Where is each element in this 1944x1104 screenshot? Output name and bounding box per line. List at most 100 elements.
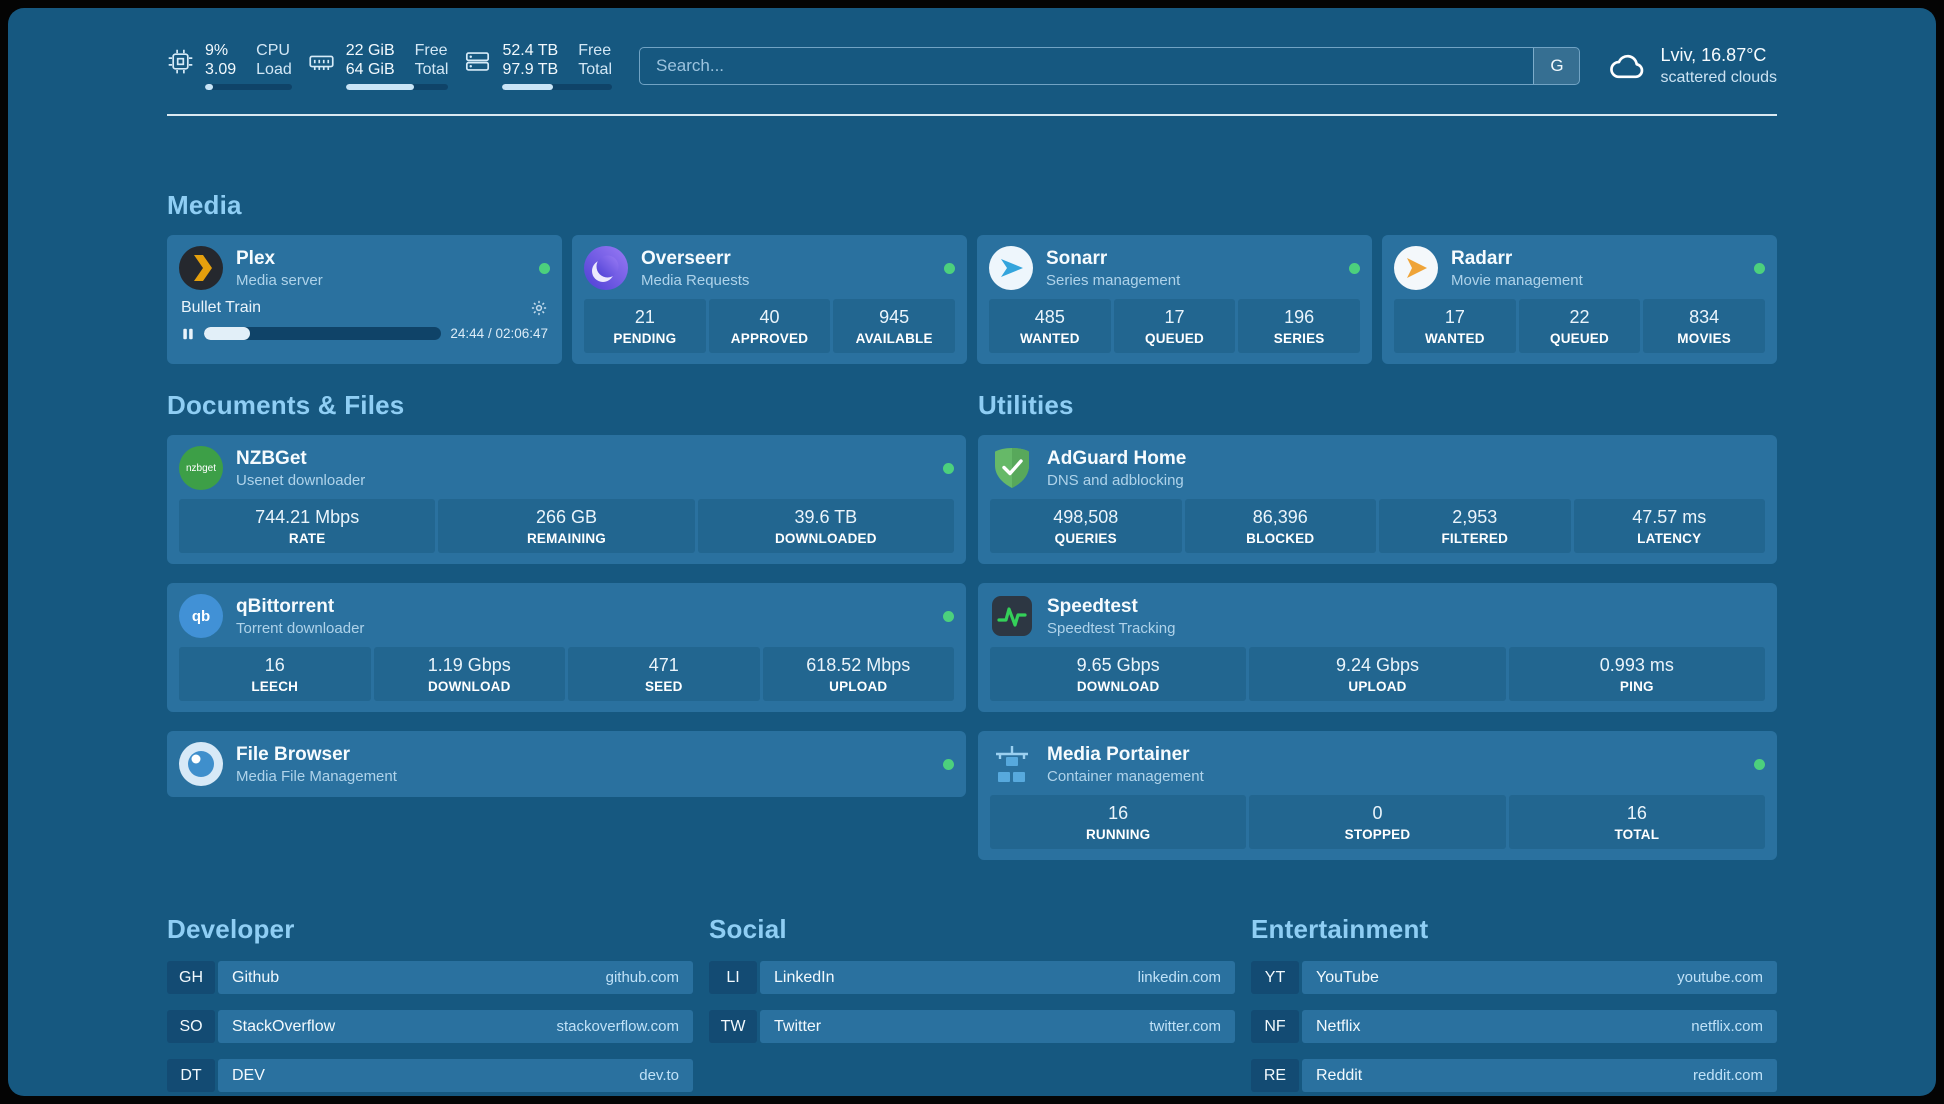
bookmark-label: Reddit	[1316, 1066, 1363, 1084]
stat-tile: 40 APPROVED	[708, 299, 831, 353]
search-input[interactable]	[640, 48, 1534, 84]
app-card-speedtest[interactable]: Speedtest Speedtest Tracking 9.65 Gbps D…	[978, 583, 1777, 712]
bookmark-abbr: DT	[167, 1059, 215, 1092]
memory-free-label: Free	[414, 42, 448, 59]
bookmark-github[interactable]: GH Github github.com	[167, 961, 693, 994]
app-name: AdGuard Home	[1047, 447, 1187, 469]
stat-value: 945	[879, 307, 910, 327]
app-card-adguard[interactable]: AdGuard Home DNS and adblocking 498,508 …	[978, 435, 1777, 564]
cpu-progress-fill	[205, 84, 213, 90]
gear-icon[interactable]	[530, 299, 548, 317]
social-section-title: Social	[709, 914, 787, 944]
bookmark-abbr: SO	[167, 1010, 215, 1043]
status-dot	[943, 610, 954, 622]
section-social: Social LI LinkedIn linkedin.com TW Twitt…	[709, 914, 1235, 1043]
app-card-radarr[interactable]: Radarr Movie management 17 WANTED 22 QUE…	[1382, 235, 1777, 364]
utilities-section-title: Utilities	[978, 390, 1074, 420]
stat-tile: 0.993 ms PING	[1508, 647, 1765, 701]
app-name: Media Portainer	[1047, 743, 1190, 765]
stat-label: REMAINING	[526, 531, 607, 546]
stat-tile: 834 MOVIES	[1643, 299, 1765, 353]
status-dot	[1754, 758, 1765, 770]
storage-free-label: Free	[578, 42, 612, 59]
nzbget-icon: nzbget	[179, 446, 223, 490]
stat-value: 21	[634, 307, 655, 327]
app-card-plex[interactable]: Plex Media server Bullet Train	[167, 235, 562, 364]
stat-label: TOTAL	[1614, 827, 1660, 842]
bookmark-stackoverflow[interactable]: SO StackOverflow stackoverflow.com	[167, 1010, 693, 1043]
stat-tile: 47.57 ms LATENCY	[1573, 499, 1765, 553]
app-name: Speedtest	[1047, 595, 1138, 617]
stat-tile: 9.24 Gbps UPLOAD	[1249, 647, 1506, 701]
stat-value: 40	[759, 307, 780, 327]
stat-label: FILTERED	[1441, 531, 1509, 546]
cpu-progress-bar	[205, 84, 292, 90]
search-bar: G	[639, 47, 1581, 85]
app-card-qbittorrent[interactable]: qb qBittorrent Torrent downloader 16 LEE…	[167, 583, 966, 712]
stat-label: QUEUED	[1145, 331, 1204, 346]
stat-tile: 945 AVAILABLE	[833, 299, 955, 353]
stat-value: 39.6 TB	[794, 507, 858, 527]
stat-value: 16	[1108, 803, 1129, 823]
app-name: Radarr	[1451, 247, 1513, 269]
app-card-nzbget[interactable]: nzbget NZBGet Usenet downloader 744.21 M…	[167, 435, 966, 564]
stat-label: LEECH	[251, 679, 299, 694]
portainer-crane-icon	[990, 742, 1034, 786]
bookmark-abbr: NF	[1251, 1010, 1299, 1043]
bookmark-linkedin[interactable]: LI LinkedIn linkedin.com	[709, 961, 1235, 994]
bookmark-reddit[interactable]: RE Reddit reddit.com	[1251, 1059, 1777, 1092]
bookmark-url: stackoverflow.com	[556, 1018, 679, 1035]
radarr-icon	[1394, 246, 1438, 290]
stat-tile: 1.19 Gbps DOWNLOAD	[373, 647, 565, 701]
stat-tile: 22 QUEUED	[1518, 299, 1641, 353]
stat-tile: 618.52 Mbps UPLOAD	[762, 647, 954, 701]
weather-description: scattered clouds	[1660, 69, 1777, 86]
bookmark-label: Twitter	[774, 1017, 822, 1035]
bookmark-dev[interactable]: DT DEV dev.to	[167, 1059, 693, 1092]
app-name: File Browser	[236, 743, 351, 765]
app-name: Overseerr	[641, 247, 731, 269]
bookmark-label: Github	[232, 968, 280, 986]
bookmark-abbr: RE	[1251, 1059, 1299, 1092]
stat-label: SERIES	[1273, 331, 1325, 346]
app-card-overseerr[interactable]: Overseerr Media Requests 21 PENDING 40 A…	[572, 235, 967, 364]
stat-value: 498,508	[1053, 507, 1119, 527]
stat-value: 22	[1569, 307, 1590, 327]
stat-label: DOWNLOADED	[774, 531, 877, 546]
adguard-icon	[990, 446, 1034, 490]
stat-value: 471	[648, 655, 679, 675]
stat-value: 47.57 ms	[1632, 507, 1707, 527]
stat-label: DOWNLOAD	[1076, 679, 1160, 694]
app-card-filebrowser[interactable]: File Browser Media File Management	[167, 731, 966, 797]
stat-label: STOPPED	[1344, 827, 1411, 842]
storage-widget: 52.4 TB Free 97.9 TB Total	[464, 42, 612, 90]
bookmark-url: github.com	[605, 969, 679, 986]
app-subtitle: Speedtest Tracking	[1047, 619, 1176, 637]
search-engine-button[interactable]: G	[1533, 48, 1580, 84]
stat-value: 0.993 ms	[1599, 655, 1674, 675]
bookmark-netflix[interactable]: NF Netflix netflix.com	[1251, 1010, 1777, 1043]
overseerr-icon	[584, 246, 628, 290]
stat-value: 2,953	[1452, 507, 1498, 527]
stat-value: 744.21 Mbps	[255, 507, 360, 527]
stat-tile: 9.65 Gbps DOWNLOAD	[990, 647, 1247, 701]
bookmark-label: YouTube	[1316, 968, 1379, 986]
cpu-usage: 9%	[205, 42, 229, 59]
bookmark-label: DEV	[232, 1066, 265, 1084]
stat-label: AVAILABLE	[855, 331, 933, 346]
cpu-widget: 9% CPU 3.09 Load	[167, 42, 292, 90]
stat-tile: 16 LEECH	[179, 647, 371, 701]
app-card-portainer[interactable]: Media Portainer Container management 16 …	[978, 731, 1777, 860]
app-card-sonarr[interactable]: Sonarr Series management 485 WANTED 17 Q…	[977, 235, 1372, 364]
playback-time: 24:44 / 02:06:47	[450, 326, 548, 341]
bookmark-twitter[interactable]: TW Twitter twitter.com	[709, 1010, 1235, 1043]
dashboard-panel: 9% CPU 3.09 Load	[8, 8, 1936, 1096]
playback-progress-fill	[204, 327, 251, 340]
section-utilities: Utilities AdGuard Home DNS and adblockin…	[978, 390, 1777, 860]
stat-label: QUERIES	[1054, 531, 1117, 546]
pause-icon[interactable]	[181, 327, 195, 341]
playback-progress-bar[interactable]	[204, 327, 442, 340]
bookmark-youtube[interactable]: YT YouTube youtube.com	[1251, 961, 1777, 994]
stat-tile: 17 WANTED	[1394, 299, 1516, 353]
bookmark-url: linkedin.com	[1137, 969, 1221, 986]
